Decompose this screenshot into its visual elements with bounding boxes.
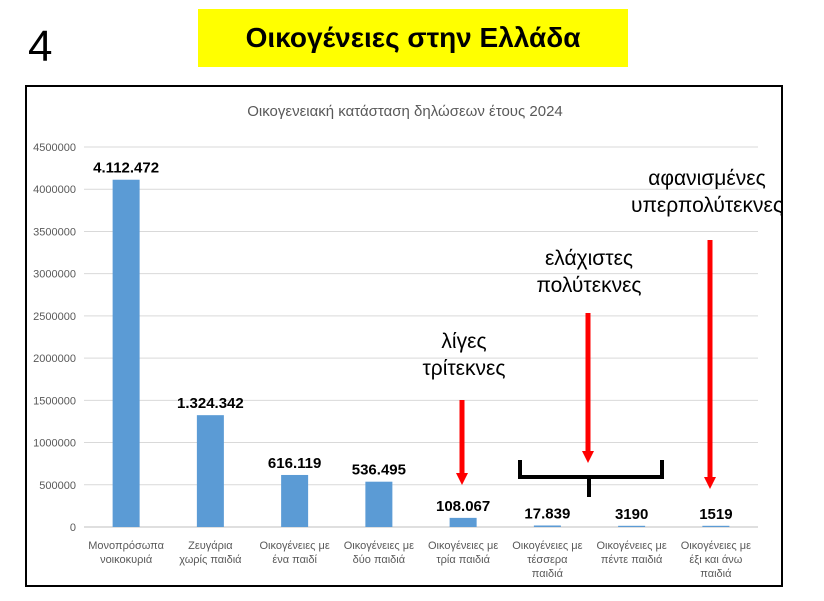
y-tick-label: 500000 bbox=[39, 480, 76, 492]
category-label: Οικογένειες με δύο παιδιά bbox=[344, 540, 414, 566]
data-label: 108.067 bbox=[436, 498, 490, 515]
slide-title: Οικογένειες στην Ελλάδα bbox=[198, 9, 628, 67]
y-tick-label: 2500000 bbox=[33, 311, 76, 323]
category-label: Ζευγάρια χωρίς παιδιά bbox=[179, 540, 242, 566]
bar bbox=[618, 525, 646, 527]
bar bbox=[365, 481, 393, 527]
category-label: Οικογένειες με πέντε παιδιά bbox=[597, 540, 667, 566]
data-label: 536.495 bbox=[352, 462, 406, 479]
annotation-text: ελάχιστες πολύτεκνες bbox=[536, 247, 641, 297]
annotation-arrow bbox=[456, 400, 468, 485]
chart-title: Οικογενειακή κατάσταση δηλώσεων έτους 20… bbox=[247, 103, 563, 120]
data-label: 616.119 bbox=[268, 455, 321, 472]
annotation-arrow bbox=[582, 313, 594, 463]
data-label: 4.112.472 bbox=[93, 160, 159, 177]
bar bbox=[449, 517, 477, 527]
bar bbox=[533, 525, 561, 527]
annotation-text: αφανισμένες υπερπολύτεκνες bbox=[631, 167, 783, 217]
category-label: Οικογένειες με τέσσερα παιδιά bbox=[512, 540, 582, 580]
data-label: 1519 bbox=[699, 506, 732, 523]
y-tick-label: 1000000 bbox=[33, 438, 76, 450]
category-label: Οικογένειες με ένα παιδί bbox=[260, 540, 330, 566]
y-tick-label: 0 bbox=[70, 522, 76, 534]
bar bbox=[281, 474, 309, 527]
bar bbox=[702, 525, 730, 527]
category-label: Μονοπρόσωπα νοικοκυριά bbox=[88, 540, 164, 566]
annotation-bracket bbox=[518, 460, 664, 479]
bar bbox=[112, 179, 140, 527]
y-tick-label: 3000000 bbox=[33, 269, 76, 281]
y-tick-label: 4000000 bbox=[33, 184, 76, 196]
bar bbox=[196, 415, 224, 527]
category-label: Οικογένειες με τρία παιδιά bbox=[428, 540, 498, 566]
annotation-arrow bbox=[704, 240, 716, 489]
y-tick-label: 2000000 bbox=[33, 353, 76, 365]
data-label: 17.839 bbox=[524, 505, 570, 522]
y-tick-label: 4500000 bbox=[33, 142, 76, 154]
slide-number: 4 bbox=[28, 22, 53, 71]
y-tick-label: 1500000 bbox=[33, 395, 76, 407]
y-tick-label: 3500000 bbox=[33, 226, 76, 238]
chart-frame bbox=[25, 85, 783, 587]
annotation-text: λίγες τρίτεκνες bbox=[422, 330, 505, 380]
data-label: 1.324.342 bbox=[177, 395, 244, 412]
category-label: Οικογένειες με έξι και άνω παιδιά bbox=[681, 540, 751, 580]
data-label: 3190 bbox=[615, 506, 648, 523]
